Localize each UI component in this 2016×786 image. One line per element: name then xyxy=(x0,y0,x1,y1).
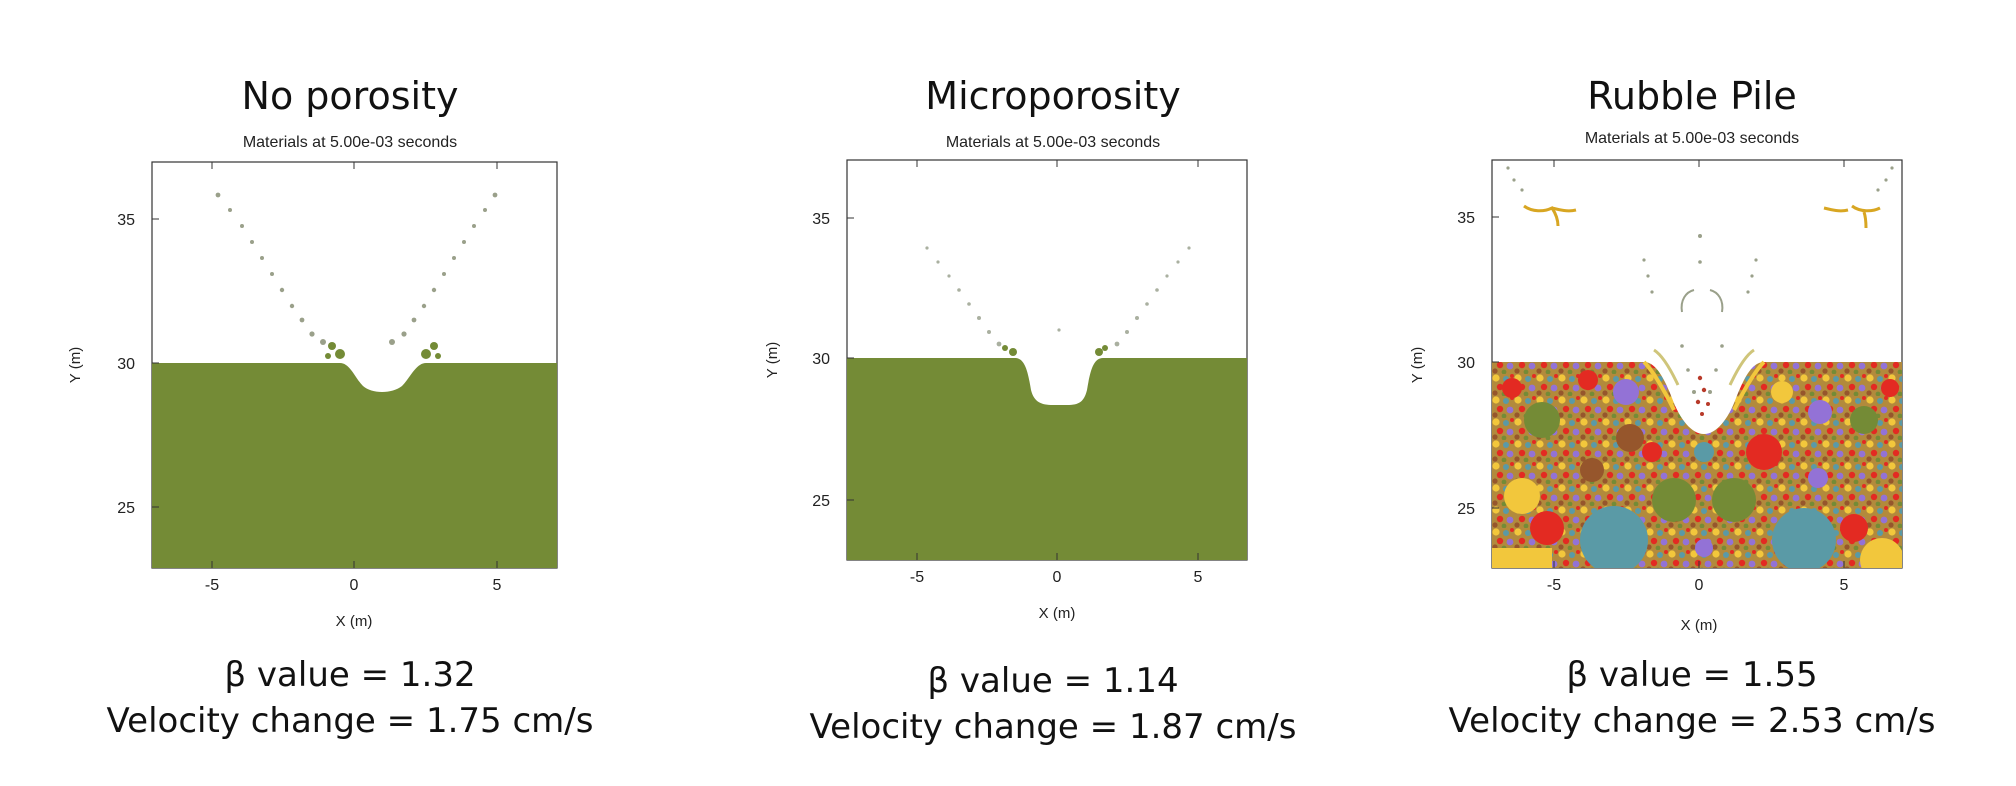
ejecta-red-dots xyxy=(1695,375,1710,416)
x-tick-5: 5 xyxy=(1194,569,1203,586)
results: β value = 1.55 Velocity change = 2.53 cm… xyxy=(1382,652,2002,744)
ejecta-fragments xyxy=(1523,204,1881,229)
ejecta-particles xyxy=(215,192,498,345)
y-tick-35: 35 xyxy=(117,212,135,229)
panel-rubble-pile: Rubble Pile Materials at 5.00e-03 second… xyxy=(1382,0,2002,786)
x-tick-5: 5 xyxy=(1840,577,1849,594)
results: β value = 1.14 Velocity change = 1.87 cm… xyxy=(743,658,1363,750)
velocity-change: Velocity change = 2.53 cm/s xyxy=(1448,701,1936,741)
x-tick-0: 0 xyxy=(1695,577,1704,594)
x-axis-label: X (m) xyxy=(1039,605,1076,622)
velocity-change: Velocity change = 1.75 cm/s xyxy=(106,701,594,741)
x-tick-minus5: -5 xyxy=(1547,577,1561,594)
y-axis-label: Y (m) xyxy=(764,342,781,378)
y-tick-25: 25 xyxy=(117,500,135,517)
x-axis-label: X (m) xyxy=(1681,617,1718,634)
velocity-change: Velocity change = 1.87 cm/s xyxy=(809,707,1297,747)
results: β value = 1.32 Velocity change = 1.75 cm… xyxy=(40,652,660,744)
panel-title: Rubble Pile xyxy=(1587,74,1797,118)
plot-microporosity: 35 30 25 -5 0 5 X (m) Y (m) xyxy=(764,159,1248,622)
y-tick-30: 30 xyxy=(812,351,830,368)
y-axis-label: Y (m) xyxy=(67,347,84,383)
crater-rim-debris xyxy=(1002,345,1108,356)
ejecta-particles xyxy=(1506,166,1894,394)
beta-value: β value = 1.55 xyxy=(1566,655,1818,695)
panel-title: Microporosity xyxy=(925,74,1181,118)
plot-rubble-pile: 35 30 25 -5 0 5 X (m) Y (m) xyxy=(1409,159,1903,634)
y-axis-label: Y (m) xyxy=(1409,347,1426,383)
panel-microporosity: Microporosity Materials at 5.00e-03 seco… xyxy=(743,0,1363,786)
ejecta-particles xyxy=(925,246,1191,347)
ejecta-arcs xyxy=(1680,289,1724,313)
panel-subtitle: Materials at 5.00e-03 seconds xyxy=(1584,130,1800,147)
x-tick-5: 5 xyxy=(493,577,502,594)
panel-title: No porosity xyxy=(241,74,459,118)
plot-no-porosity: 35 30 25 -5 0 5 X (m) Y (m) xyxy=(67,161,558,630)
y-tick-25: 25 xyxy=(1457,501,1475,518)
x-axis-label: X (m) xyxy=(336,613,373,630)
y-tick-30: 30 xyxy=(1457,355,1475,372)
crater-rim-debris xyxy=(325,342,441,359)
x-tick-0: 0 xyxy=(1053,569,1062,586)
y-tick-25: 25 xyxy=(812,493,830,510)
panel-subtitle: Materials at 5.00e-03 seconds xyxy=(945,134,1161,151)
x-tick-minus5: -5 xyxy=(205,577,219,594)
solid-target xyxy=(152,363,557,568)
x-tick-0: 0 xyxy=(350,577,359,594)
panel-no-porosity: No porosity Materials at 5.00e-03 second… xyxy=(40,0,660,786)
beta-value: β value = 1.14 xyxy=(927,661,1179,701)
panel-subtitle: Materials at 5.00e-03 seconds xyxy=(242,134,458,151)
x-tick-minus5: -5 xyxy=(910,569,924,586)
beta-value: β value = 1.32 xyxy=(224,655,476,695)
y-tick-30: 30 xyxy=(117,356,135,373)
solid-target xyxy=(847,358,1247,560)
y-tick-35: 35 xyxy=(1457,210,1475,227)
y-tick-35: 35 xyxy=(812,211,830,228)
ejecta-curtain xyxy=(1642,348,1766,411)
